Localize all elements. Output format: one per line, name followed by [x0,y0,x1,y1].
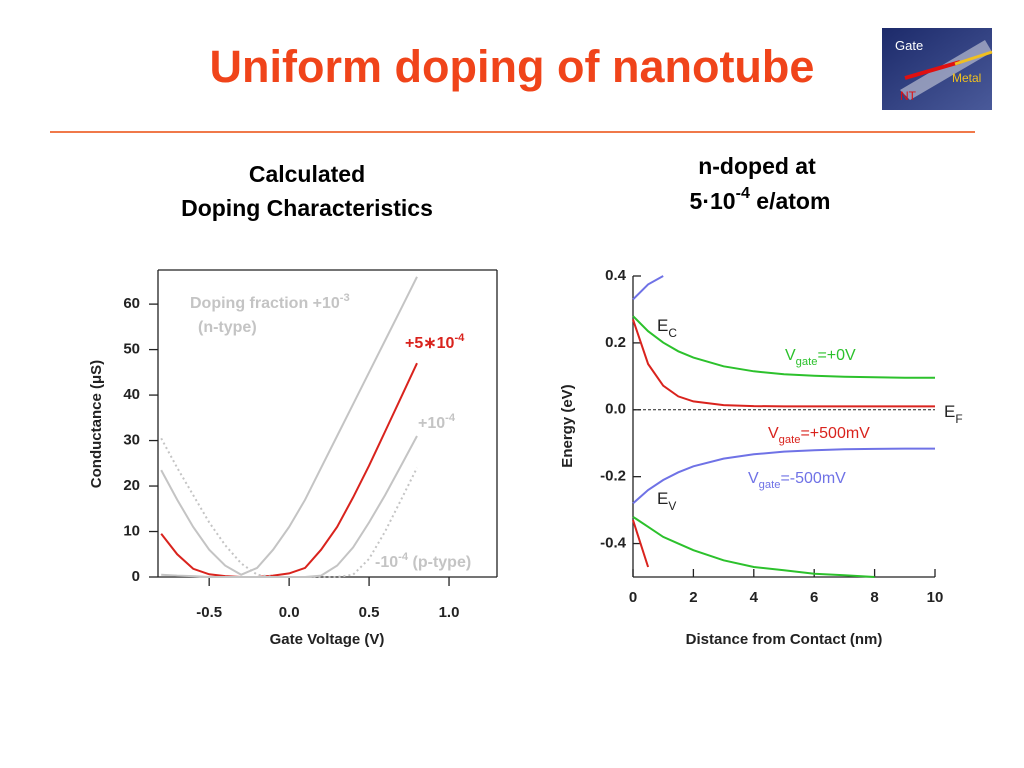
series-line [632,319,935,408]
y-tick-label: 20 [123,477,140,494]
series-line [632,315,935,379]
x-tick-label: 0 [629,589,637,606]
series-label-part: Doping fraction +10 [190,295,340,312]
series-label-part: -4 [445,412,456,424]
series-label-part: +10 [418,415,445,432]
series-label: (n-type) [198,319,257,336]
x-tick-label: 2 [689,589,697,606]
series-label-part: -4 [398,551,409,563]
band-label: EV [657,489,676,513]
series-label: Vgate=+0V [785,347,856,368]
chart-title: Calculated [249,161,365,187]
x-tick-label: 1.0 [439,604,460,621]
series-label-part: =+0V [817,347,856,364]
series-label: Vgate=+500mV [768,425,870,446]
chart-title-part: -4 [736,184,750,202]
x-axis-label: Gate Voltage (V) [270,631,385,648]
series-label-part: gate [779,434,801,446]
x-tick-label: -0.5 [196,604,222,621]
y-tick-label: 30 [123,432,140,449]
slide-title: Uniform doping of nanotube [210,41,815,92]
x-tick-label: 6 [810,589,818,606]
y-tick-label: 0 [132,568,140,585]
series-label: +10-4 [418,412,456,432]
band-label-part: E [944,402,955,421]
x-tick-label: 0.0 [279,604,300,621]
x-tick-label: 0.5 [359,604,380,621]
series-label-part: gate [759,479,781,491]
y-axis-label: Energy (eV) [559,384,576,467]
series-label-part: V [768,425,779,442]
series-label-part: =+500mV [800,425,870,442]
series-label-part: (p-type) [408,554,471,571]
chart-title: 5·10-4 e/atom [690,184,831,214]
chart-title-part: e/atom [750,188,831,214]
series-label: Vgate=-500mV [748,470,846,491]
series-line [160,437,418,578]
y-tick-label: 50 [123,341,140,358]
chart-title-part: 5·10 [690,188,736,214]
inset-label: Metal [952,71,981,85]
series-label: -10-4 (p-type) [375,551,471,571]
y-tick-label: 0.4 [605,267,627,284]
band-label: EC [657,316,677,340]
inset-label: Gate [895,38,923,53]
series-label-part: V [785,347,796,364]
series-line [160,276,418,576]
series-label: +5∗10-4 [405,332,465,352]
y-axis-label: Conductance (μS) [88,360,105,488]
series-label-part: +5∗10 [405,335,455,352]
x-axis-label: Distance from Contact (nm) [686,631,883,648]
y-tick-label: 0.0 [605,401,626,418]
band-label-part: V [668,499,676,513]
series-line [632,275,664,301]
series-label: Doping fraction +10-3 [190,292,350,312]
series-line [632,519,650,568]
x-tick-label: 4 [750,589,759,606]
series-label-part: -10 [375,554,398,571]
y-tick-label: 60 [123,295,140,312]
x-tick-label: 10 [927,589,944,606]
band-label-part: F [955,412,962,426]
series-label-part: V [748,470,759,487]
y-tick-label: 40 [123,386,140,403]
chart-title: Doping Characteristics [181,195,433,221]
series-line [632,515,875,578]
series-label-part: -3 [340,292,350,304]
series-label-part: -4 [454,332,465,344]
chart-title: n-doped at [698,153,816,179]
y-tick-label: 10 [123,522,140,539]
y-tick-label: -0.4 [600,535,627,552]
inset-image: Gate Metal NT [882,28,993,110]
series-line [160,362,418,578]
band-label-part: E [657,489,668,508]
band-label-part: E [657,316,668,335]
x-tick-label: 8 [870,589,878,606]
series-line [632,447,935,505]
band-label: EF [944,402,963,426]
inset-label: NT [900,89,917,103]
series-label-part: =-500mV [780,470,846,487]
series-label-part: gate [796,356,818,368]
y-tick-label: -0.2 [600,468,626,485]
band-label-part: C [668,326,677,340]
y-tick-label: 0.2 [605,334,626,351]
